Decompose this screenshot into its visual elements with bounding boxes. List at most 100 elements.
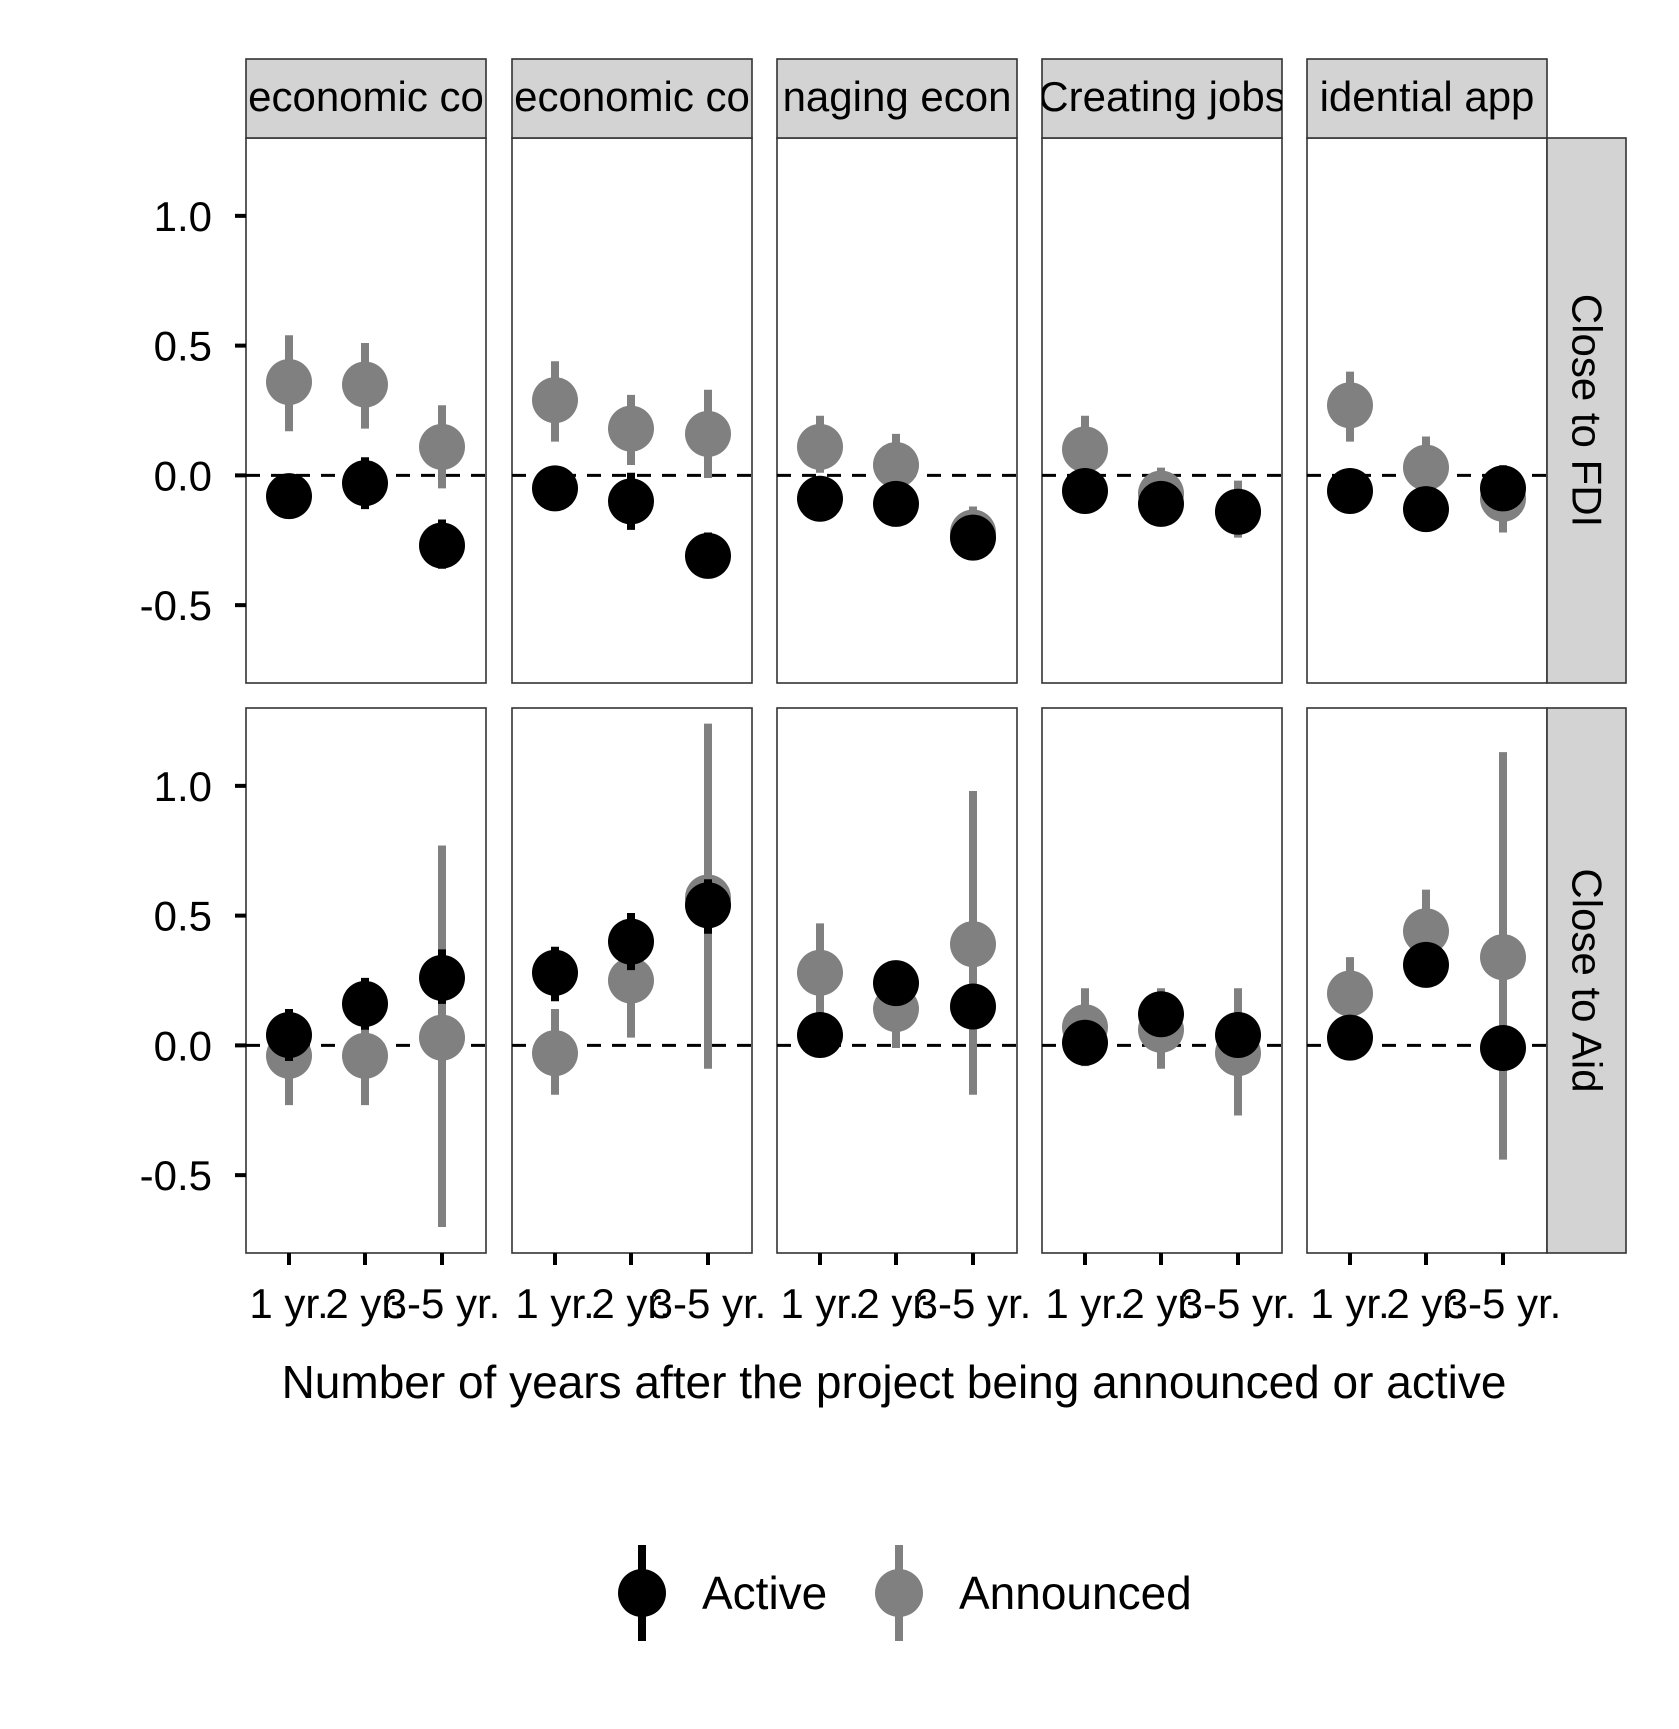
active-point [1327, 1014, 1373, 1061]
active-point [608, 918, 654, 965]
column-strip [1306, 58, 1548, 139]
y-tick-label: 0.0 [154, 452, 212, 499]
axis-layer: -0.50.00.51.0-0.50.00.51.01 yr.2 yr.3-5 … [140, 193, 1562, 1327]
active-point [1480, 465, 1526, 512]
announced-point [1062, 426, 1108, 473]
active-point [1403, 941, 1449, 988]
announced-point [1327, 382, 1373, 429]
announced-point [608, 957, 654, 1004]
column-strip-label: idential app [1320, 73, 1535, 120]
active-point [1138, 991, 1184, 1038]
active-point [950, 983, 996, 1030]
active-point [1480, 1024, 1526, 1071]
y-tick-label: 1.0 [154, 193, 212, 240]
announced-point [685, 410, 731, 457]
legend-label-active: Active [702, 1567, 827, 1619]
y-tick-label: -0.5 [140, 582, 212, 629]
announced-point [1403, 908, 1449, 955]
announced-point [797, 949, 843, 996]
announced-point [1403, 444, 1449, 491]
row-strip-label: Close to FDI [1564, 294, 1611, 527]
active-point [685, 532, 731, 579]
x-tick-label: 3-5 yr. [650, 1280, 767, 1327]
panel [1041, 137, 1283, 684]
panel [776, 137, 1018, 684]
panel [1306, 137, 1548, 684]
y-tick-label: 0.5 [154, 893, 212, 940]
row-strip [1546, 707, 1627, 1254]
active-point [1403, 486, 1449, 533]
row-strip-label: Close to Aid [1564, 868, 1611, 1092]
panel [1041, 707, 1283, 1254]
column-strip-label: Creating jobs [1038, 73, 1285, 120]
active-point [419, 954, 465, 1001]
column-strip-label: economic co [514, 73, 750, 120]
marks-layer [266, 335, 1526, 1228]
column-strip [245, 58, 487, 139]
announced-point [342, 361, 388, 408]
announced-point [419, 423, 465, 470]
active-point [266, 1012, 312, 1058]
x-tick-label: 2 yr. [325, 1280, 404, 1327]
legend-key-active-point [618, 1569, 666, 1617]
active-point [1327, 467, 1373, 514]
x-tick-label: 1 yr. [1045, 1280, 1124, 1327]
active-point [873, 480, 919, 527]
row-strip [1546, 137, 1627, 684]
active-point [532, 949, 578, 996]
active-point [1215, 488, 1261, 535]
x-tick-label: 2 yr. [1386, 1280, 1465, 1327]
column-strip-label: naging econ [783, 73, 1012, 120]
y-tick-label: 0.0 [154, 1022, 212, 1069]
x-tick-label: 3-5 yr. [384, 1280, 501, 1327]
announced-point [342, 1032, 388, 1079]
y-tick-label: -0.5 [140, 1152, 212, 1199]
x-tick-label: 1 yr. [1310, 1280, 1389, 1327]
announced-point [950, 921, 996, 968]
x-tick-label: 1 yr. [515, 1280, 594, 1327]
y-tick-label: 0.5 [154, 323, 212, 370]
announced-point [419, 1014, 465, 1061]
column-strip [511, 58, 753, 139]
announced-point [532, 377, 578, 424]
column-strip-label: economic co [248, 73, 484, 120]
active-point [342, 980, 388, 1027]
x-tick-label: 1 yr. [249, 1280, 328, 1327]
legend-key-announced-point [875, 1569, 923, 1617]
x-tick-label: 2 yr. [591, 1280, 670, 1327]
active-point [266, 473, 312, 520]
active-point [608, 478, 654, 525]
active-point [1215, 1012, 1261, 1058]
active-point [1062, 1019, 1108, 1066]
announced-point [532, 1030, 578, 1077]
x-tick-label: 2 yr. [1121, 1280, 1200, 1327]
x-tick-label: 3-5 yr. [915, 1280, 1032, 1327]
active-point [797, 475, 843, 522]
x-tick-label: 2 yr. [856, 1280, 935, 1327]
active-point [685, 882, 731, 929]
announced-point [1327, 970, 1373, 1017]
announced-point [797, 423, 843, 470]
legend: Active Announced [618, 1545, 1192, 1641]
y-tick-label: 1.0 [154, 763, 212, 810]
announced-point [608, 405, 654, 452]
active-point [950, 514, 996, 561]
x-axis-title: Number of years after the project being … [282, 1356, 1507, 1408]
active-point [419, 522, 465, 569]
active-point [1138, 480, 1184, 527]
announced-point [1480, 934, 1526, 981]
x-tick-label: 3-5 yr. [1180, 1280, 1297, 1327]
active-point [797, 1012, 843, 1058]
legend-label-announced: Announced [959, 1567, 1192, 1619]
column-strip [776, 58, 1018, 139]
announced-point [266, 358, 312, 405]
active-point [532, 465, 578, 512]
active-point [342, 460, 388, 507]
x-tick-label: 3-5 yr. [1445, 1280, 1562, 1327]
announced-point [873, 442, 919, 488]
strip-layer: economic co economic co naging econ Creatin… [245, 58, 1627, 1254]
column-strip [1041, 58, 1283, 139]
active-point [1062, 467, 1108, 514]
